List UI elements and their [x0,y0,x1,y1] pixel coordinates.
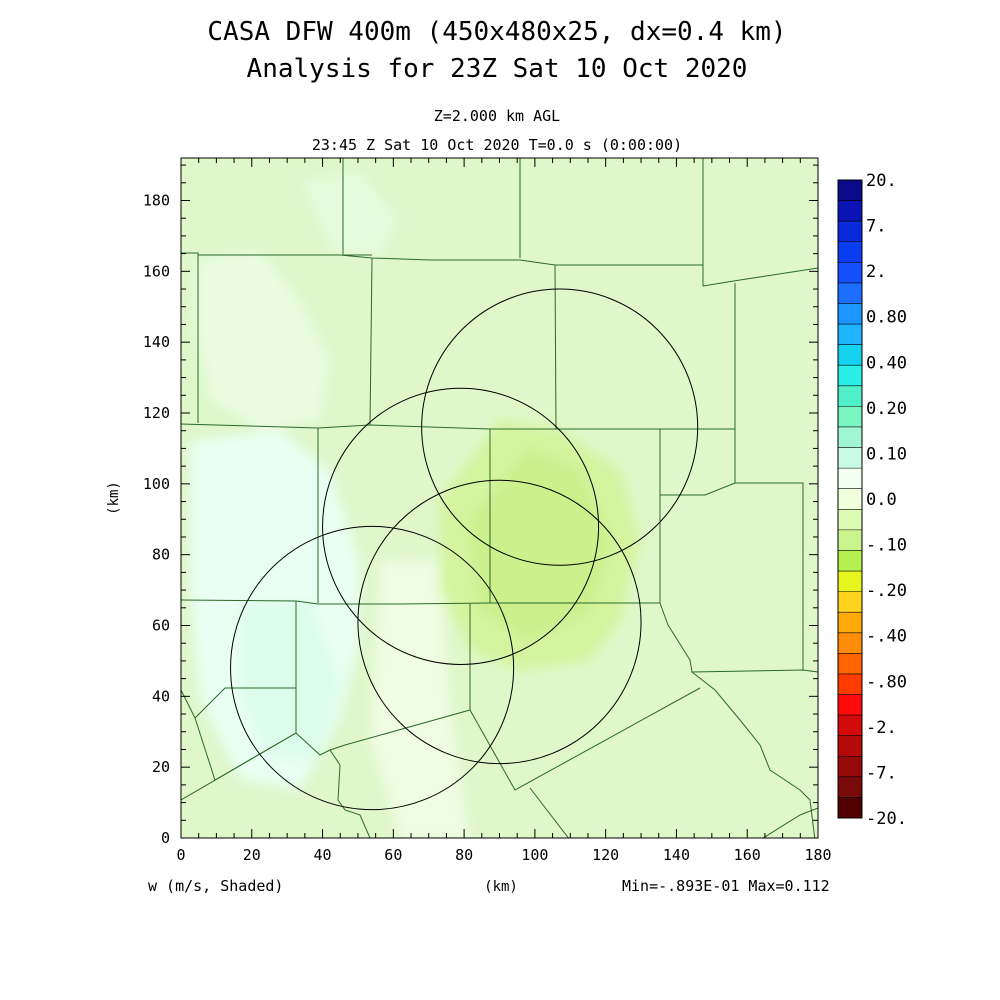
colorbar-label: 0.80 [866,308,907,328]
plot-title: CASA DFW 400m (450x480x25, dx=0.4 km) [207,17,786,47]
colorbar-swatch [838,571,862,593]
axis-ticks [180,158,819,839]
y-tick-labels: 0 20 40 60 80 100 120 140 160 180 [143,192,170,848]
colorbar-label: 0.20 [866,399,907,419]
time-label: 23:45 Z Sat 10 Oct 2020 T=0.0 s (0:00:00… [312,136,682,154]
y-tick-label: 20 [152,758,170,776]
y-tick-label: 160 [143,262,170,280]
y-axis-label: (km) [106,481,122,515]
colorbar-swatch [838,324,862,346]
colorbar-swatch [838,447,862,469]
y-tick-label: 60 [152,617,170,635]
x-tick-label: 60 [384,846,402,864]
colorbar-swatch [838,550,862,572]
colorbar-swatch [838,612,862,634]
colorbar-swatch [838,797,862,819]
plot-subtitle: Analysis for 23Z Sat 10 Oct 2020 [247,54,748,84]
colorbar-label: 0.10 [866,444,907,464]
w-field-shading [181,158,818,838]
colorbar-label: -.40 [866,627,907,647]
x-tick-label: 160 [734,846,761,864]
colorbar-swatch [838,180,862,202]
y-tick-label: 0 [161,829,170,847]
y-tick-label: 40 [152,687,170,705]
colorbar-swatch [838,241,862,263]
colorbar-swatch [838,468,862,490]
colorbar-swatch [838,282,862,304]
colorbar-label: 20. [866,171,897,191]
colorbar-label: -.10 [866,536,907,556]
colorbar-swatch [838,653,862,675]
colorbar-swatch [838,221,862,243]
colorbar-swatch [838,200,862,222]
radar-range-ring-3 [357,479,642,765]
colorbar-swatch [838,632,862,654]
colorbar-swatch [838,406,862,428]
colorbar-swatch [838,426,862,449]
level-label: Z=2.000 km AGL [434,107,560,125]
colorbar-label: -2. [866,718,897,738]
y-tick-label: 80 [152,546,170,564]
x-tick-label: 180 [804,846,831,864]
x-tick-labels: 0 20 40 60 80 100 120 140 160 180 [176,846,831,864]
colorbar-swatch [838,694,862,716]
colorbar-label: -7. [866,763,897,783]
radar-range-rings [230,288,699,811]
colorbar-swatch [838,735,862,757]
colorbar-swatch [838,509,862,531]
colorbar-swatch [838,262,862,284]
x-tick-label: 40 [314,846,332,864]
x-tick-label: 80 [455,846,473,864]
colorbar [837,179,863,819]
y-tick-label: 140 [143,333,170,351]
colorbar-swatch [838,529,862,551]
colorbar-swatch [838,673,862,696]
colorbar-labels: 20. 7. 2. 0.80 0.40 0.20 0.10 0.0 -.10 -.20 -.40 -.… [866,171,907,829]
colorbar-swatch [838,303,862,325]
colorbar-swatch [838,385,862,407]
colorbar-swatch [838,715,862,737]
radar-range-ring-1 [421,288,699,566]
colorbar-label: -20. [866,809,907,829]
colorbar-swatch [838,776,862,798]
radar-range-ring-2 [322,387,600,665]
y-tick-label: 120 [143,404,170,422]
colorbar-label: 2. [866,262,886,282]
y-tick-label: 180 [143,192,170,210]
colorbar-swatch [838,756,862,778]
colorbar-swatch [838,488,862,510]
colorbar-swatch [838,365,862,387]
field-label: w (m/s, Shaded) [148,877,283,895]
x-tick-label: 20 [243,846,261,864]
y-tick-label: 100 [143,475,170,493]
colorbar-label: 0.40 [866,353,907,373]
x-tick-label: 100 [521,846,548,864]
colorbar-label: 7. [866,217,886,237]
colorbar-label: -.20 [866,581,907,601]
x-axis-label: (km) [484,879,518,895]
x-tick-label: 140 [663,846,690,864]
x-tick-label: 0 [176,846,185,864]
colorbar-label: -.80 [866,672,907,692]
radar-range-ring-4 [230,525,515,811]
colorbar-swatch [838,591,862,613]
x-tick-label: 120 [592,846,619,864]
colorbar-swatch [838,344,862,366]
min-max-label: Min=-.893E-01 Max=0.112 [622,877,830,895]
colorbar-label: 0.0 [866,490,897,510]
